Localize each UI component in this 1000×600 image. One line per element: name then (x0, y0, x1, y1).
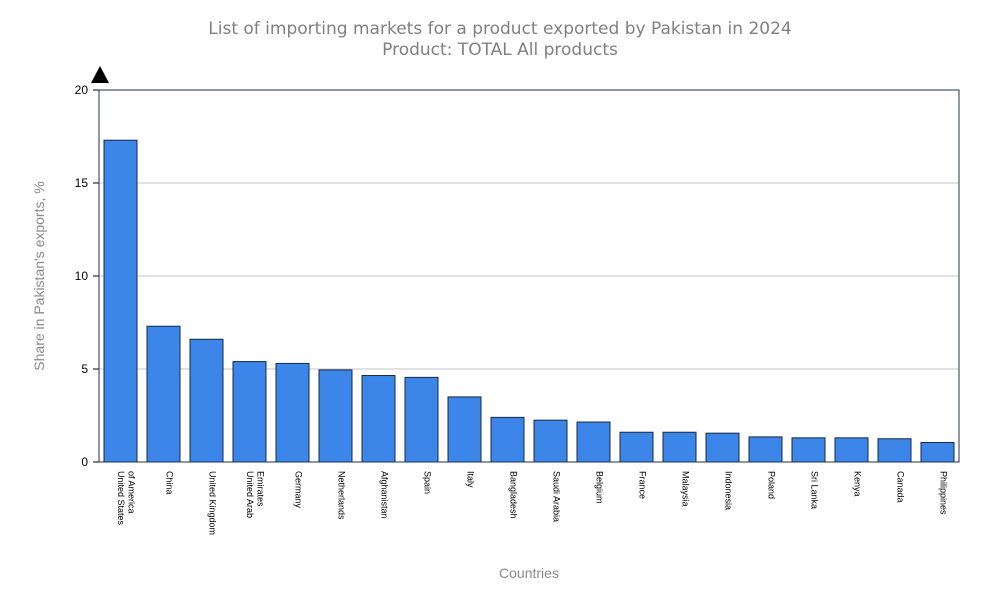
x-tick-label: Sri Lanka (810, 471, 820, 509)
y-tick-label: 20 (75, 83, 89, 97)
bar (791, 437, 826, 463)
bar (318, 369, 353, 463)
x-tick-label-line: United Kingdom (208, 471, 218, 535)
bar (447, 396, 482, 463)
plot-frame (98, 89, 960, 463)
bar (275, 362, 310, 463)
x-axis-ticks: United States of America China United Kingd… (116, 471, 949, 535)
x-tick-label-line: Germany (294, 471, 304, 509)
x-tick-label: Belgium (595, 471, 605, 504)
x-tick-label-line: Netherlands (337, 471, 347, 520)
bar (920, 441, 955, 463)
y-axis-label: Share in Pakistan's exports, % (31, 181, 47, 370)
x-tick-label: United Arab Emirates (245, 471, 266, 518)
x-tick-label-line: of America (127, 471, 137, 514)
bar (834, 437, 869, 463)
x-axis-label: Countries (499, 565, 559, 581)
x-tick-label-line: France (638, 471, 648, 499)
bar (662, 431, 697, 463)
bar (232, 361, 267, 463)
y-axis-arrow-icon (91, 66, 109, 83)
x-tick-label: Netherlands (337, 471, 347, 520)
bar (103, 139, 138, 463)
x-tick-label: Spain (423, 471, 433, 494)
x-tick-label: United Kingdom (208, 471, 218, 535)
x-tick-label-line: Afghanistan (380, 471, 390, 519)
y-tick-label: 10 (75, 269, 89, 283)
x-tick-label-line: Bangladesh (509, 471, 519, 519)
x-tick-label: Kenya (853, 471, 863, 497)
bar (361, 375, 396, 463)
y-tick-label: 0 (81, 455, 88, 469)
x-tick-label: Poland (767, 471, 777, 499)
x-tick-label: Germany (294, 471, 304, 509)
x-tick-label: China (165, 471, 175, 495)
x-tick-label-line: Spain (423, 471, 433, 494)
x-tick-label-line: China (165, 471, 175, 495)
bar (146, 325, 181, 463)
x-tick-label-line: Italy (466, 471, 476, 488)
bars (103, 139, 955, 463)
x-tick-label-line: Canada (896, 471, 906, 503)
x-tick-label-line: United States (116, 471, 126, 526)
x-tick-label-line: Sri Lanka (810, 471, 820, 509)
bar (189, 338, 224, 463)
bar (877, 438, 912, 463)
x-tick-label-line: Kenya (853, 471, 863, 497)
y-tick-label: 15 (75, 176, 89, 190)
x-tick-label: Italy (466, 471, 476, 488)
bar (404, 376, 439, 463)
x-tick-label: Philippines (939, 471, 949, 515)
x-tick-label: Afghanistan (380, 471, 390, 519)
x-tick-label-line: Philippines (939, 471, 949, 515)
bar (576, 421, 611, 463)
y-axis-ticks: 0 5 10 15 20 (75, 83, 99, 469)
bar (490, 416, 525, 463)
x-tick-label-line: Indonesia (724, 471, 734, 510)
y-tick-label: 5 (81, 362, 88, 376)
bar (619, 431, 654, 463)
x-tick-label: Saudi Arabia (552, 471, 562, 522)
x-tick-label-line: Belgium (595, 471, 605, 504)
bar (748, 436, 783, 463)
chart-title: List of importing markets for a product … (208, 19, 791, 39)
x-tick-label: United States of America (116, 471, 137, 526)
x-tick-label-line: Saudi Arabia (552, 471, 562, 522)
x-tick-label: Indonesia (724, 471, 734, 510)
bar (705, 432, 740, 463)
grid-lines (99, 182, 959, 370)
x-tick-label-line: Emirates (256, 471, 266, 507)
x-tick-label-line: United Arab (245, 471, 255, 518)
x-tick-label: Bangladesh (509, 471, 519, 519)
x-tick-label: Malaysia (681, 471, 691, 507)
x-tick-label-line: Poland (767, 471, 777, 499)
x-tick-label: Canada (896, 471, 906, 503)
chart-subtitle: Product: TOTAL All products (382, 40, 618, 60)
bar (533, 419, 568, 463)
x-tick-label-line: Malaysia (681, 471, 691, 507)
x-tick-label: France (638, 471, 648, 499)
